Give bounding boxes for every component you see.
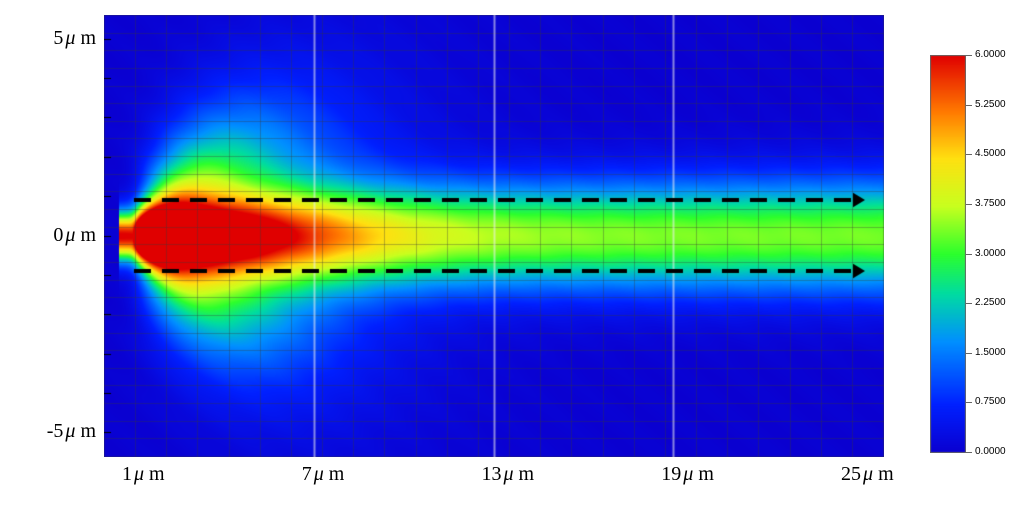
colorbar-label: 0.7500 (975, 396, 1006, 407)
colorbar-tick (966, 303, 972, 304)
x-axis-label-3: 19μ m (661, 463, 714, 486)
colorbar-label: 3.0000 (975, 248, 1006, 259)
colorbar-tick (966, 452, 972, 453)
y-axis-label-top: 5μ m (53, 27, 96, 50)
colorbar-tick (966, 254, 972, 255)
y-axis-label-mid: 0μ m (53, 224, 96, 247)
colorbar-label: 6.0000 (975, 49, 1006, 60)
colorbar-label: 4.5000 (975, 148, 1006, 159)
colorbar-label: 5.2500 (975, 99, 1006, 110)
x-axis-label-1: 7μ m (302, 463, 345, 486)
colorbar-label: 1.5000 (975, 347, 1006, 358)
colorbar-tick (966, 204, 972, 205)
x-axis-label-2: 13μ m (482, 463, 535, 486)
colorbar-tick (966, 353, 972, 354)
field-heatmap (104, 15, 884, 457)
colorbar (930, 55, 966, 453)
colorbar-label: 0.0000 (975, 446, 1006, 457)
colorbar-tick (966, 402, 972, 403)
colorbar-tick (966, 55, 972, 56)
x-axis-label-0: 1μ m (122, 463, 165, 486)
colorbar-tick (966, 105, 972, 106)
colorbar-label: 3.7500 (975, 198, 1006, 209)
x-axis-label-4: 25μ m (841, 463, 894, 486)
colorbar-tick (966, 154, 972, 155)
y-axis-label-bottom: -5μ m (47, 420, 96, 443)
colorbar-label: 2.2500 (975, 297, 1006, 308)
